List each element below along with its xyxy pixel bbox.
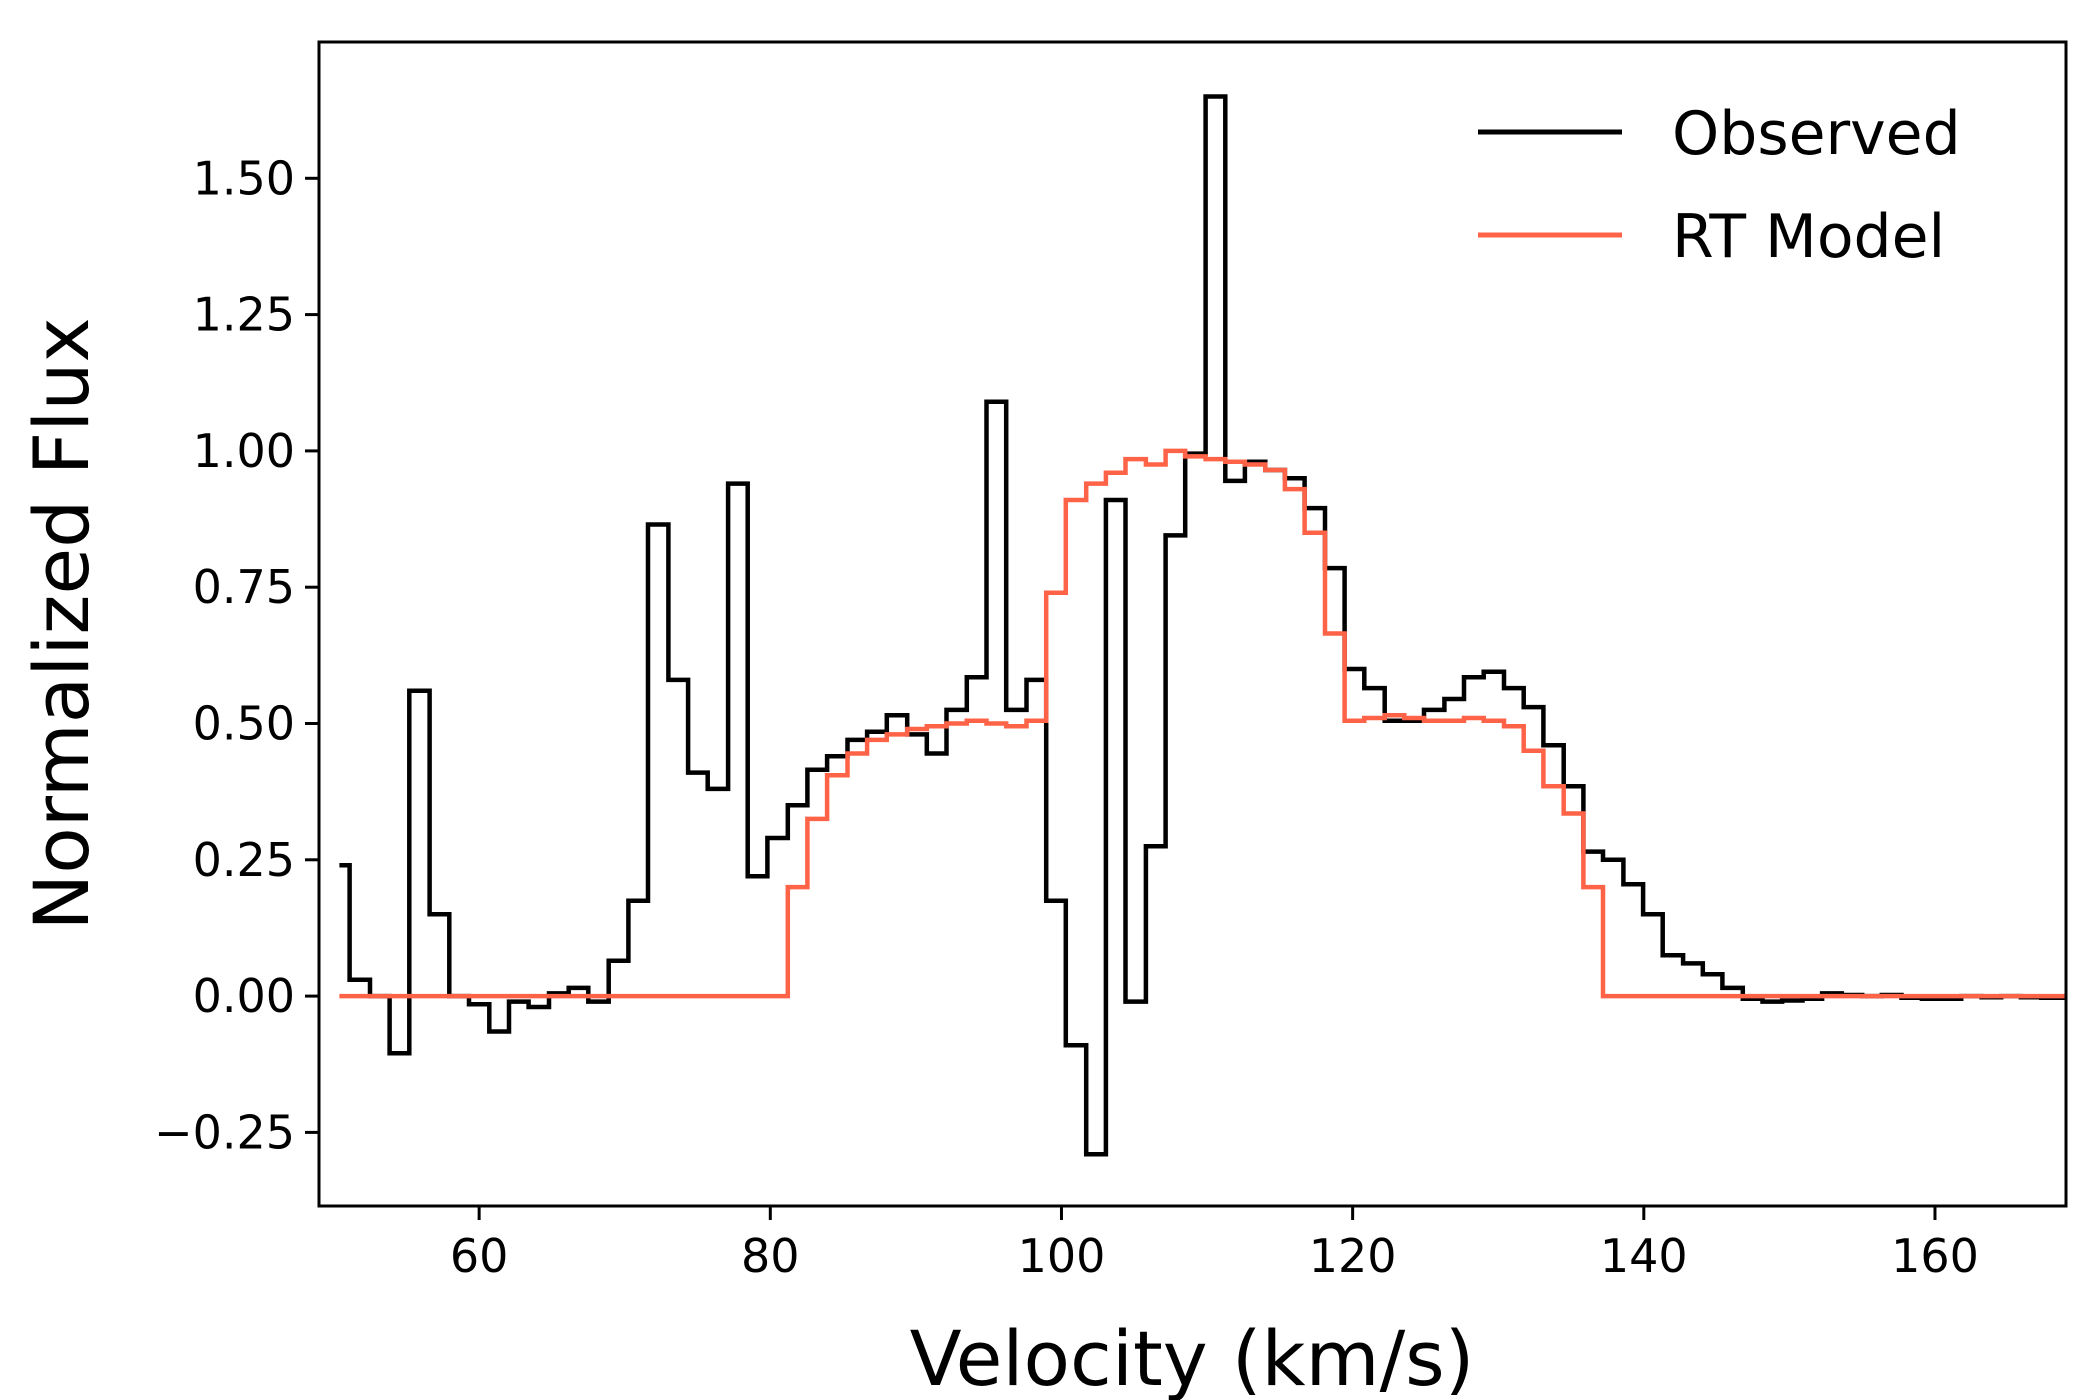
y-axis: −0.25 0.00 0.25 0.50 0.75 1.00 1.25 1.50 [154,151,319,1159]
y-tick-label: 1.25 [193,288,295,342]
y-axis-title: Normalized Flux [17,317,106,930]
legend-label-observed: Observed [1672,99,1961,169]
y-tick-label: 0.75 [193,560,295,614]
series-line-observed [339,94,2066,1157]
x-tick-label: 100 [1018,1229,1106,1283]
y-tick-label: 0.50 [193,696,295,750]
x-tick-label: 140 [1600,1229,1688,1283]
x-axis: 60 80 100 120 140 160 [450,1206,1979,1283]
legend: Observed RT Model [1478,99,1961,272]
y-tick-label: 1.00 [193,424,295,478]
y-tick-label: −0.25 [154,1105,295,1159]
y-tick-label: 1.50 [193,151,295,205]
x-tick-label: 120 [1309,1229,1397,1283]
x-tick-label: 80 [741,1229,800,1283]
x-tick-label: 60 [450,1229,509,1283]
legend-label-rt-model: RT Model [1672,202,1945,272]
series-layer [339,94,2066,1157]
series-line-rt-model [339,448,2066,999]
x-tick-label: 160 [1891,1229,1979,1283]
plot-frame [317,40,2068,1208]
y-tick-label: 0.25 [193,833,295,887]
x-axis-title: Velocity (km/s) [910,1314,1475,1400]
y-tick-label: 0.00 [193,969,295,1023]
